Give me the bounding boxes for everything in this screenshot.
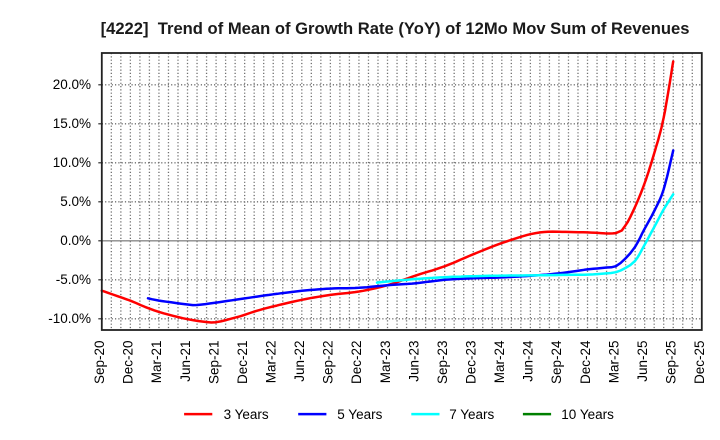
svg-text:Mar-25: Mar-25 xyxy=(606,341,621,384)
svg-text:20.0%: 20.0% xyxy=(53,77,91,92)
svg-text:Dec-21: Dec-21 xyxy=(235,341,250,385)
svg-text:Mar-22: Mar-22 xyxy=(264,341,279,384)
svg-text:5.0%: 5.0% xyxy=(60,194,91,209)
svg-text:Sep-23: Sep-23 xyxy=(435,341,450,385)
svg-text:Mar-21: Mar-21 xyxy=(149,341,164,384)
svg-text:-10.0%: -10.0% xyxy=(48,311,91,326)
svg-text:Dec-24: Dec-24 xyxy=(578,340,593,384)
svg-text:0.0%: 0.0% xyxy=(60,233,91,248)
svg-text:-5.0%: -5.0% xyxy=(56,272,91,287)
svg-text:10.0%: 10.0% xyxy=(53,155,91,170)
svg-text:Sep-20: Sep-20 xyxy=(92,341,107,385)
svg-text:Jun-21: Jun-21 xyxy=(178,341,193,382)
svg-text:Sep-24: Sep-24 xyxy=(549,340,564,384)
svg-text:3 Years: 3 Years xyxy=(224,407,269,422)
svg-text:7 Years: 7 Years xyxy=(449,407,494,422)
svg-text:Dec-23: Dec-23 xyxy=(464,341,479,385)
svg-text:Sep-21: Sep-21 xyxy=(206,341,221,385)
svg-text:Jun-24: Jun-24 xyxy=(521,340,536,382)
svg-text:Mar-24: Mar-24 xyxy=(492,340,507,383)
svg-text:10 Years: 10 Years xyxy=(561,407,614,422)
svg-text:Mar-23: Mar-23 xyxy=(378,341,393,384)
svg-text:[4222] Trend of Mean of Growt: [4222] Trend of Mean of Growth Rate (YoY… xyxy=(101,19,690,38)
svg-text:Dec-20: Dec-20 xyxy=(121,341,136,385)
svg-text:5 Years: 5 Years xyxy=(337,407,382,422)
svg-text:Jun-22: Jun-22 xyxy=(292,341,307,382)
svg-text:Sep-25: Sep-25 xyxy=(664,341,679,385)
svg-text:15.0%: 15.0% xyxy=(53,116,91,131)
svg-text:Sep-22: Sep-22 xyxy=(321,341,336,385)
svg-text:Dec-25: Dec-25 xyxy=(692,341,707,385)
svg-text:Jun-25: Jun-25 xyxy=(635,341,650,382)
svg-text:Dec-22: Dec-22 xyxy=(349,341,364,385)
svg-text:Jun-23: Jun-23 xyxy=(406,341,421,382)
